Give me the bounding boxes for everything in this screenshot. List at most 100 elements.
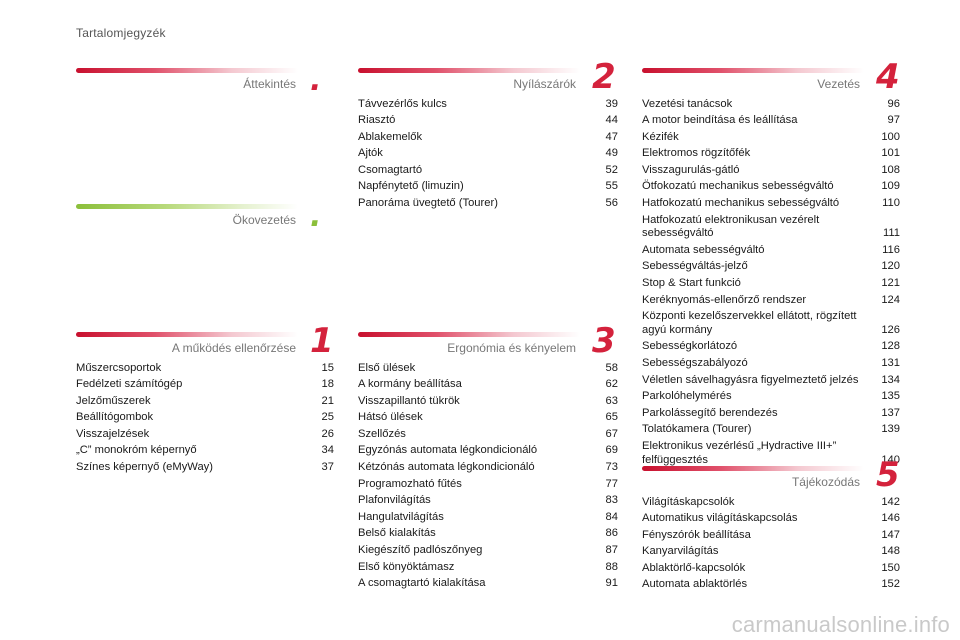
toc-entry-title: „C” monokróm képernyő (76, 444, 197, 457)
section-header: Ökovezetés . (76, 200, 338, 234)
toc-entry-title: Sebességszabályozó (642, 357, 748, 369)
toc-entry[interactable]: Sebességváltás-jelző 120 (642, 259, 900, 276)
toc-entry[interactable]: Sebességszabályozó 131 (642, 356, 900, 373)
toc-entry-page: 148 (881, 545, 900, 558)
toc-entry[interactable]: Kiegészítő padlószőnyeg 87 (358, 543, 618, 560)
toc-entry[interactable]: Fedélzeti számítógép 18 (76, 377, 334, 394)
toc-entry[interactable]: A motor beindítása és leállítása 97 (642, 113, 900, 130)
toc-entry-title: Kanyarvilágítás (642, 545, 719, 558)
toc-entry-page: 135 (881, 390, 900, 403)
section-nyilaszarok: Nyílászárók 2 Távvezérlős kulcs 39 Riasztó… (358, 60, 618, 209)
toc-entry[interactable]: Kézifék 100 (642, 129, 900, 146)
toc-entry[interactable]: Központi kezelőszervekkel ellátott, rögz… (642, 309, 900, 339)
toc-entry[interactable]: Ablakemelők 47 (358, 129, 618, 146)
toc-entry[interactable]: Színes képernyő (eMyWay) 37 (76, 460, 334, 477)
section-number-badge: 4 (876, 57, 900, 97)
toc-entry-page: 83 (605, 494, 618, 507)
toc-entry-page: 84 (605, 510, 618, 523)
page-title: Tartalomjegyzék (76, 26, 166, 40)
toc-entry-title: Műszercsoportok (76, 361, 162, 374)
toc-entry[interactable]: Első könyöktámasz 88 (358, 559, 618, 576)
toc-entry[interactable]: „C” monokróm képernyő 34 (76, 443, 334, 460)
toc-entry[interactable]: Ajtók 49 (358, 146, 618, 163)
toc-entry-title: Keréknyomás-ellenőrző rendszer (642, 293, 807, 306)
toc-entry[interactable]: Automata sebességváltó 116 (642, 242, 900, 259)
toc-entry-page: 21 (321, 394, 334, 407)
toc-entry[interactable]: Programozható fűtés 77 (358, 476, 618, 493)
toc-entry[interactable]: Műszercsoportok 15 (76, 360, 334, 377)
toc-entry[interactable]: Világításkapcsolók 142 (642, 494, 900, 511)
toc-entry[interactable]: Kanyarvilágítás 148 (642, 544, 900, 561)
toc-entry[interactable]: Belső kialakítás 86 (358, 526, 618, 543)
toc-entry-title: Távvezérlős kulcs (358, 97, 447, 110)
toc-entry[interactable]: Visszajelzések 26 (76, 426, 334, 443)
toc-entry[interactable]: Automatikus világításkapcsolás 146 (642, 511, 900, 528)
toc-entry[interactable]: Visszagurulás-gátló 108 (642, 162, 900, 179)
toc-entry[interactable]: Egyzónás automata légkondicionáló 69 (358, 443, 618, 460)
toc-entry-title: Elektromos rögzítőfék (642, 147, 751, 160)
toc-entry-page: 147 (881, 528, 900, 541)
toc-entry[interactable]: Parkolássegítő berendezés 137 (642, 405, 900, 422)
toc-entry[interactable]: Visszapillantó tükrök 63 (358, 393, 618, 410)
toc-entry[interactable]: Elektromos rögzítőfék 101 (642, 146, 900, 163)
section-number-badge: 2 (592, 57, 616, 97)
toc-entry[interactable]: Panoráma üvegtető (Tourer) 56 (358, 196, 618, 213)
toc-entry[interactable]: Jelzőműszerek 21 (76, 393, 334, 410)
toc-entry[interactable]: Parkolóhelymérés 135 (642, 389, 900, 406)
toc-entry-title: Fedélzeti számítógép (76, 378, 183, 391)
toc-entry-title: Kiegészítő padlószőnyeg (358, 544, 483, 557)
toc-entry-title: A csomagtartó kialakítása (358, 577, 486, 590)
toc-entry[interactable]: Hatfokozatú mechanikus sebességváltó 110 (642, 196, 900, 213)
toc-entry-page: 91 (605, 577, 618, 590)
toc-entry[interactable]: Stop & Start funkció 121 (642, 276, 900, 293)
toc-entry[interactable]: Vezetési tanácsok 96 (642, 96, 900, 113)
toc-entry[interactable]: Automata ablaktörlés 152 (642, 577, 900, 594)
section-number-badge: 5 (876, 455, 900, 495)
toc-entry[interactable]: Első ülések 58 (358, 360, 618, 377)
section-tajekozodas: Tájékozódás 5 Világításkapcsolók 142 Autom… (642, 458, 902, 590)
toc-entry[interactable]: Fényszórók beállítása 147 (642, 527, 900, 544)
toc-entry[interactable]: Hatfokozatú elektronikusan vezérelt sebe… (642, 212, 900, 242)
toc-entry[interactable]: Napfénytető (limuzin) 55 (358, 179, 618, 196)
toc-entry-page: 77 (605, 477, 618, 490)
toc-entry-page: 44 (605, 114, 618, 127)
toc-entry-title: Egyzónás automata légkondicionáló (358, 444, 538, 457)
toc-entry-title: Visszagurulás-gátló (642, 163, 740, 176)
toc-entry[interactable]: Ablaktörlő-kapcsolók 150 (642, 560, 900, 577)
toc-entry[interactable]: A kormány beállítása 62 (358, 377, 618, 394)
toc-entry-title: Véletlen sávelhagyásra figyelmeztető jel… (642, 373, 859, 386)
toc-entry[interactable]: Ötfokozatú mechanikus sebességváltó 109 (642, 179, 900, 196)
toc-entry-title: Belső kialakítás (358, 527, 436, 540)
toc-entry[interactable]: Hátsó ülések 65 (358, 410, 618, 427)
section-header: Nyílászárók 2 (358, 60, 618, 94)
toc-entry-title: Szellőzés (358, 427, 406, 440)
toc-entry[interactable]: Sebességkorlátozó 128 (642, 339, 900, 356)
toc-entry-title: Első könyöktámasz (358, 560, 455, 573)
section-mukodes: A működés ellenőrzése 1 Műszercsoportok 1… (76, 324, 338, 473)
toc-entry[interactable]: Távvezérlős kulcs 39 (358, 96, 618, 113)
toc-entry[interactable]: Keréknyomás-ellenőrző rendszer 124 (642, 292, 900, 309)
toc-entry[interactable]: A csomagtartó kialakítása 91 (358, 576, 618, 593)
toc-entry-page: 120 (881, 260, 900, 273)
toc-entry[interactable]: Véletlen sávelhagyásra figyelmeztető jel… (642, 372, 900, 389)
toc-entry[interactable]: Elektronikus vezérlésű „Hydractive III+”… (642, 438, 900, 468)
toc-entry[interactable]: Beállítógombok 25 (76, 410, 334, 427)
section-attekintes: Áttekintés . (76, 64, 338, 98)
toc-entry[interactable]: Kétzónás automata légkondicionáló 73 (358, 460, 618, 477)
toc-entry-page: 139 (881, 423, 900, 436)
section-vezetes: Vezetés 4 Vezetési tanácsok 96 A motor bei… (642, 60, 902, 466)
toc-entry-page: 108 (881, 163, 900, 176)
toc-entry-title: Napfénytető (limuzin) (358, 180, 464, 193)
section-ergonomia: Ergonómia és kényelem 3 Első ülések 58 A k… (358, 324, 618, 589)
section-rule (358, 68, 580, 73)
section-header: Vezetés 4 (642, 60, 902, 94)
toc-entry-page: 142 (881, 495, 900, 508)
toc-entry[interactable]: Szellőzés 67 (358, 426, 618, 443)
toc-entry-title: Panoráma üvegtető (Tourer) (358, 197, 498, 210)
toc-entry-title: Elektronikus vezérlésű „Hydractive III+”… (642, 439, 837, 466)
toc-entry[interactable]: Tolatókamera (Tourer) 139 (642, 422, 900, 439)
toc-entry[interactable]: Plafonvilágítás 83 (358, 493, 618, 510)
toc-entry[interactable]: Riasztó 44 (358, 113, 618, 130)
toc-entry[interactable]: Csomagtartó 52 (358, 162, 618, 179)
toc-entry[interactable]: Hangulatvilágítás 84 (358, 509, 618, 526)
